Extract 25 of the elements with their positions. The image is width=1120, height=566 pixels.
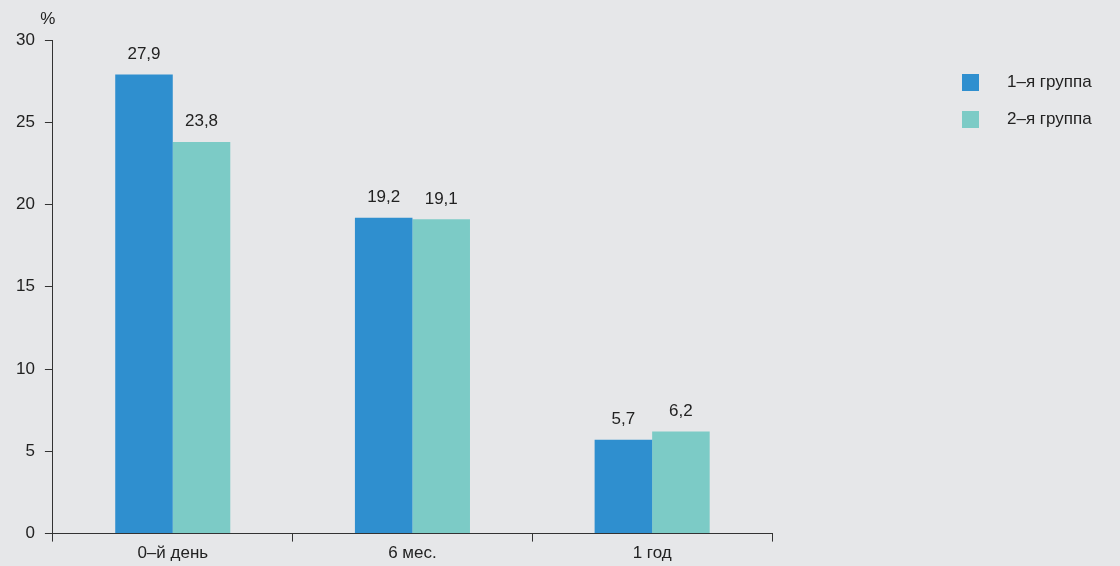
bar [652,431,710,534]
bar [594,439,653,534]
y-axis-title: % [40,9,56,29]
bar [172,142,231,534]
y-tick-label: 5 [25,441,35,461]
y-tick-label: 10 [15,358,35,378]
y-tick-label: 30 [15,29,35,49]
y-tick-label: 0 [25,523,35,543]
data-label: 6,2 [669,400,693,420]
x-tick-label: 6 мес. [388,543,437,563]
y-tick-label: 25 [15,111,35,131]
legend-label: 2–я группа [1007,109,1092,129]
bar [412,219,470,534]
y-tick-label: 20 [15,194,35,214]
data-label: 27,9 [127,43,161,63]
bar [354,217,413,534]
x-tick-label: 0–й день [137,543,209,563]
data-label: 19,1 [424,188,458,208]
x-tick-label: 1 год [632,543,672,563]
data-label: 23,8 [184,111,219,131]
data-label: 5,7 [611,409,636,428]
data-label: 19,2 [367,186,401,206]
legend-label: 1–я группа [1007,72,1092,92]
bar [115,74,173,534]
y-tick-label: 15 [15,276,35,296]
